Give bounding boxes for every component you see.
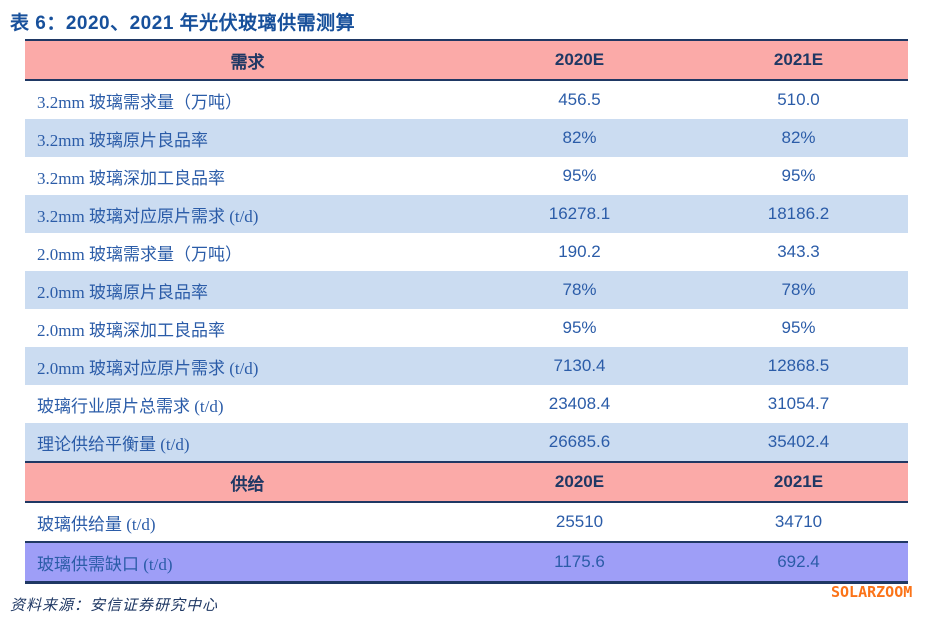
row-value-2020: 25510 — [555, 512, 604, 531]
table-row: 2.0mm 玻璃原片良品率 78% 78% — [25, 271, 908, 309]
row-value-2021: 34710 — [774, 512, 823, 531]
table-header-supply: 供给 2020E 2021E — [25, 461, 908, 503]
row-value-2021: 343.3 — [777, 242, 820, 261]
solarzoom-watermark: SOLARZOOM — [831, 583, 913, 601]
table-row: 理论供给平衡量 (t/d) 26685.6 35402.4 — [25, 423, 908, 461]
row-value-2020: 16278.1 — [548, 204, 611, 223]
table-row: 2.0mm 玻璃需求量（万吨） 190.2 343.3 — [25, 233, 908, 271]
row-label: 2.0mm 玻璃深加工良品率 — [37, 320, 225, 340]
column-header-2020e: 2020E — [554, 50, 605, 69]
row-label: 3.2mm 玻璃原片良品率 — [37, 130, 208, 150]
table-row: 玻璃行业原片总需求 (t/d) 23408.4 31054.7 — [25, 385, 908, 423]
row-value-2021: 35402.4 — [767, 432, 830, 451]
row-value-2020: 7130.4 — [553, 356, 606, 375]
row-value-2021: 95% — [781, 166, 816, 185]
supply-demand-table: 需求 2020E 2021E 3.2mm 玻璃需求量（万吨） 456.5 510… — [25, 39, 908, 584]
row-value-2021: 82% — [781, 128, 816, 147]
row-value-2020: 1175.6 — [554, 552, 605, 571]
row-value-2021: 692.4 — [777, 552, 820, 571]
row-value-2020: 26685.6 — [548, 432, 611, 451]
row-value-2021: 510.0 — [777, 90, 820, 109]
demand-section-header: 需求 — [230, 52, 265, 72]
row-label: 3.2mm 玻璃深加工良品率 — [37, 168, 225, 188]
column-header-2020e: 2020E — [554, 472, 605, 491]
row-value-2020: 95% — [562, 318, 597, 337]
row-label: 2.0mm 玻璃原片良品率 — [37, 282, 208, 302]
row-label: 玻璃行业原片总需求 (t/d) — [37, 396, 224, 416]
row-label: 理论供给平衡量 (t/d) — [37, 434, 190, 454]
row-label: 玻璃供需缺口 (t/d) — [37, 554, 173, 574]
row-value-2021: 31054.7 — [767, 394, 830, 413]
row-value-2020: 456.5 — [558, 90, 601, 109]
row-label: 玻璃供给量 (t/d) — [37, 514, 156, 534]
row-value-2020: 82% — [562, 128, 597, 147]
table-row: 3.2mm 玻璃对应原片需求 (t/d) 16278.1 18186.2 — [25, 195, 908, 233]
row-value-2021: 78% — [781, 280, 816, 299]
row-value-2020: 190.2 — [558, 242, 601, 261]
row-label: 2.0mm 玻璃对应原片需求 (t/d) — [37, 358, 259, 378]
table-row: 2.0mm 玻璃深加工良品率 95% 95% — [25, 309, 908, 347]
column-header-2021e: 2021E — [773, 472, 824, 491]
table-title: 表 6：2020、2021 年光伏玻璃供需测算 — [10, 13, 356, 34]
row-value-2021: 95% — [781, 318, 816, 337]
source-note: 资料来源：安信证券研究中心 — [10, 598, 219, 614]
row-value-2021: 12868.5 — [767, 356, 830, 375]
table-row: 玻璃供给量 (t/d) 25510 34710 — [25, 503, 908, 541]
table-row: 3.2mm 玻璃原片良品率 82% 82% — [25, 119, 908, 157]
row-value-2020: 23408.4 — [548, 394, 611, 413]
table-header-demand: 需求 2020E 2021E — [25, 41, 908, 81]
row-value-2020: 78% — [562, 280, 597, 299]
column-header-2021e: 2021E — [773, 50, 824, 69]
table-row: 2.0mm 玻璃对应原片需求 (t/d) 7130.4 12868.5 — [25, 347, 908, 385]
row-value-2021: 18186.2 — [767, 204, 830, 223]
row-label: 3.2mm 玻璃需求量（万吨） — [37, 92, 242, 112]
table-row: 3.2mm 玻璃深加工良品率 95% 95% — [25, 157, 908, 195]
row-label: 3.2mm 玻璃对应原片需求 (t/d) — [37, 206, 259, 226]
table-row: 3.2mm 玻璃需求量（万吨） 456.5 510.0 — [25, 81, 908, 119]
table-row-supply-gap: 玻璃供需缺口 (t/d) 1175.6 692.4 — [25, 541, 908, 584]
supply-section-header: 供给 — [230, 474, 265, 494]
row-label: 2.0mm 玻璃需求量（万吨） — [37, 244, 242, 264]
row-value-2020: 95% — [562, 166, 597, 185]
